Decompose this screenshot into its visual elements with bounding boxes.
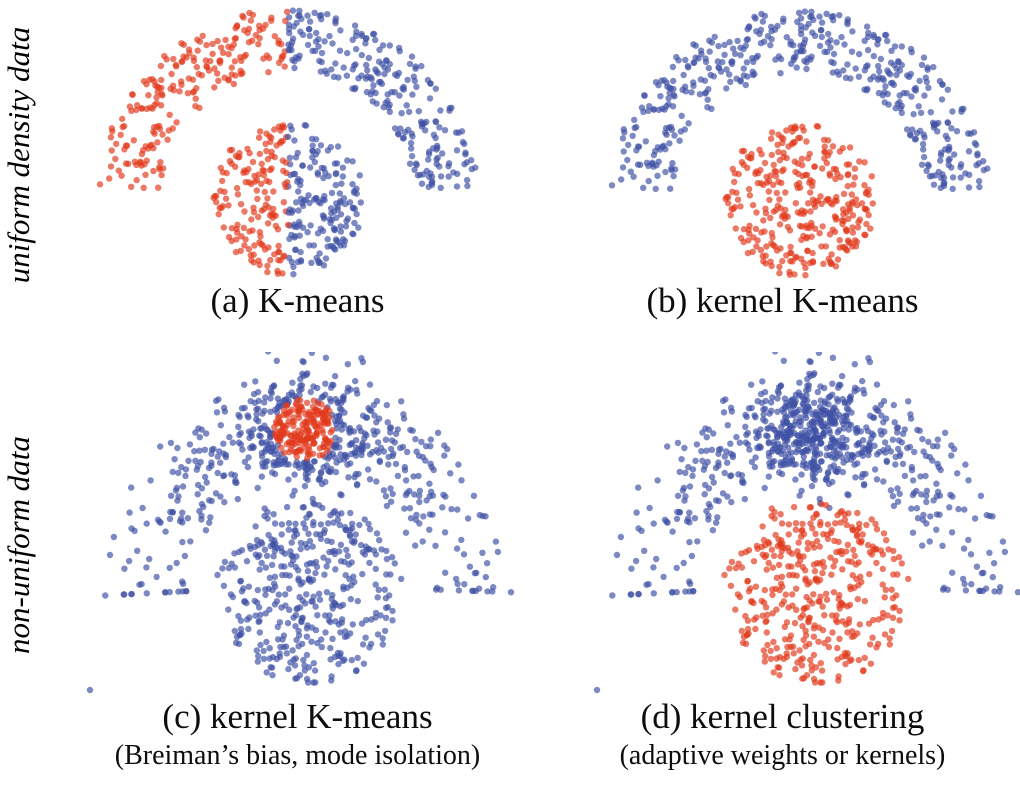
panel-c: (c) kernel K-means (Breiman’s bias, mode… — [50, 352, 545, 770]
row-label-non-uniform-data: non-uniform data — [1, 436, 36, 654]
row-label-uniform-density-data: uniform density data — [1, 26, 36, 284]
scatter-plot-kernel-kmeans-uniform — [608, 8, 991, 279]
panel-a: (a) K-means — [50, 0, 545, 320]
scatter-plot-kernel-kmeans-nonuniform — [86, 352, 515, 694]
scatter-plot-kmeans — [96, 7, 479, 278]
caption-c: (c) kernel K-means — [162, 697, 433, 736]
panel-d: (d) kernel clustering (adaptive weights … — [545, 352, 1020, 770]
caption-a: (a) K-means — [210, 281, 385, 320]
panel-b: (b) kernel K-means — [545, 0, 1020, 320]
subcaption-c: (Breiman’s bias, mode isolation) — [114, 739, 481, 771]
caption-d: (d) kernel clustering — [640, 697, 925, 736]
subcaption-d: (adaptive weights or kernels) — [619, 739, 946, 771]
scatter-plot-kernel-clustering-adaptive — [593, 352, 1020, 694]
caption-b: (b) kernel K-means — [646, 281, 919, 320]
